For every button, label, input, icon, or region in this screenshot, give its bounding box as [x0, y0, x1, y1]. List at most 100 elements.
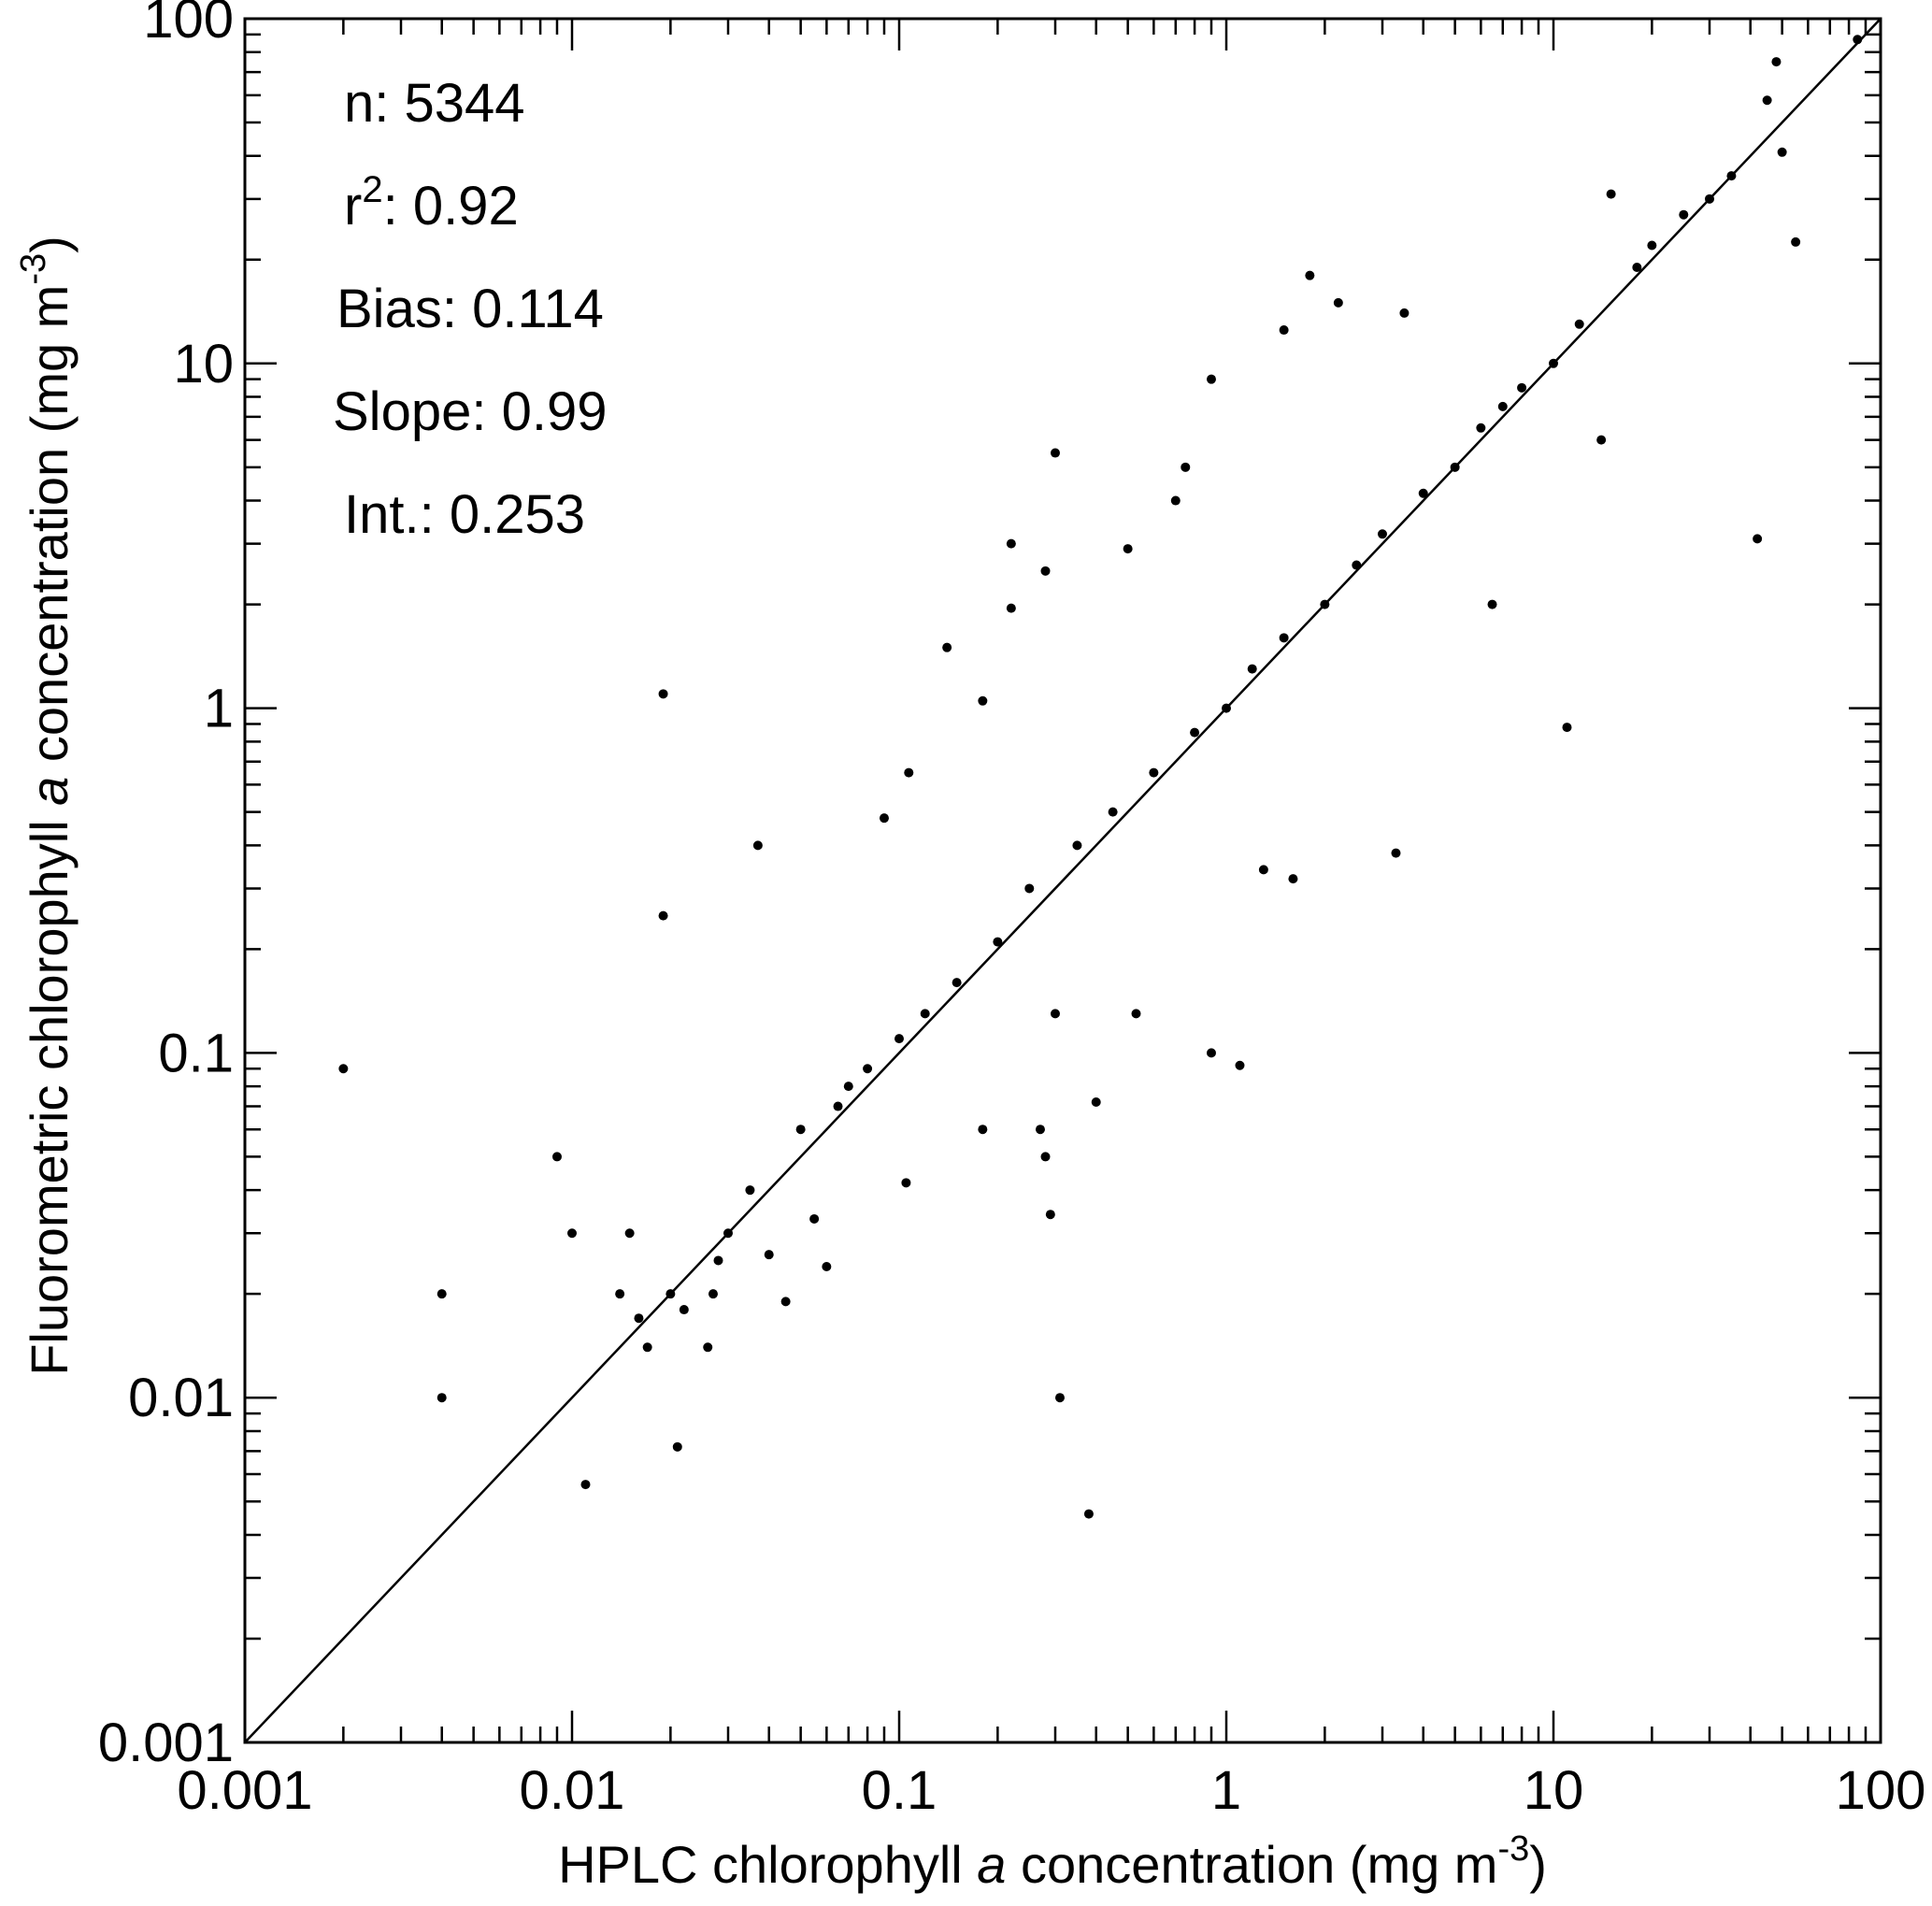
data-point [1704, 193, 1714, 204]
y-tick-label: 0.1 [158, 1023, 234, 1083]
data-point [1305, 270, 1315, 280]
data-point [436, 1393, 447, 1403]
data-point [1091, 1097, 1101, 1108]
y-tick-label: 0.01 [128, 1368, 234, 1428]
data-point [809, 1213, 820, 1224]
data-point [1040, 566, 1051, 576]
data-point [1006, 538, 1016, 549]
stat-line: n: 5344 [344, 73, 525, 134]
data-point [901, 1178, 911, 1188]
data-point [1288, 874, 1298, 884]
data-point [1279, 325, 1289, 336]
data-point [920, 1009, 930, 1019]
data-point [634, 1313, 644, 1324]
data-point [580, 1480, 591, 1490]
data-point [1279, 633, 1289, 643]
data-point [1574, 319, 1584, 329]
data-points [338, 35, 1863, 1519]
data-point [436, 1289, 447, 1299]
data-point [1024, 883, 1035, 894]
data-point [1045, 1210, 1055, 1220]
data-point [1333, 297, 1343, 308]
y-tick-label: 100 [143, 0, 234, 50]
x-tick-label: 100 [1836, 1760, 1926, 1821]
data-point [679, 1305, 689, 1315]
x-axis-label: HPLC chlorophyll a concentration (mg m-3… [558, 1829, 1547, 1894]
stat-line: Int.: 0.253 [344, 484, 585, 545]
stat-line: Slope: 0.99 [333, 381, 607, 442]
data-point [1206, 374, 1216, 384]
y-tick-label: 1 [204, 679, 234, 739]
data-point [1206, 1048, 1216, 1058]
data-point [713, 1255, 723, 1266]
data-point [1190, 727, 1200, 738]
data-point [1247, 664, 1257, 674]
data-point [1679, 209, 1689, 220]
data-point [1487, 599, 1497, 609]
tick-labels: 0.001 0.01 0.1 1 10 100 0.001 0.01 0.1 1 10 100 [98, 0, 1926, 1821]
data-point [1170, 495, 1181, 506]
data-point [942, 642, 952, 652]
data-point [1771, 57, 1782, 67]
y-axis-label: Fluorometric chlorophyll a concentration… [14, 236, 79, 1376]
data-point [795, 1125, 806, 1135]
data-point [978, 1125, 988, 1135]
data-point [952, 978, 962, 988]
data-point [1320, 599, 1330, 609]
data-point [1606, 189, 1616, 199]
data-point [1035, 1125, 1045, 1135]
x-tick-label: 0.01 [520, 1760, 625, 1821]
data-point [1549, 358, 1558, 368]
data-point [745, 1185, 755, 1196]
x-tick-label: 0.001 [177, 1760, 312, 1821]
y-tick-label: 0.001 [98, 1713, 234, 1773]
data-point [672, 1441, 682, 1452]
data-point [708, 1289, 718, 1299]
data-point [1391, 848, 1401, 858]
data-point [1072, 840, 1082, 851]
stat-line: Bias: 0.114 [336, 279, 604, 339]
data-point [904, 767, 914, 778]
data-point [1596, 435, 1607, 445]
data-point [1054, 1393, 1065, 1403]
statistics-annotation: n: 5344 r2: 0.92 Bias: 0.114 Slope: 0.99 Int… [333, 73, 607, 545]
data-point [338, 1064, 349, 1074]
data-point [1006, 603, 1016, 613]
data-point [658, 910, 668, 921]
data-point [723, 1228, 733, 1239]
data-point [764, 1250, 774, 1260]
data-point [1108, 807, 1118, 817]
data-point [1476, 423, 1486, 433]
data-point [658, 689, 668, 699]
data-point [1517, 382, 1527, 393]
data-point [642, 1342, 652, 1353]
plot-area-frame [243, 17, 1882, 1744]
data-point [1450, 462, 1460, 472]
data-point [822, 1261, 832, 1271]
data-point [1040, 1152, 1051, 1162]
x-tick-label: 1 [1211, 1760, 1241, 1821]
data-point [1762, 95, 1772, 106]
data-point [1149, 767, 1159, 778]
y-tick-label: 10 [173, 334, 234, 394]
data-point [1418, 488, 1428, 498]
data-point [843, 1082, 853, 1092]
data-point [894, 1034, 904, 1044]
data-point [1050, 448, 1060, 458]
data-point [833, 1101, 843, 1111]
data-point [1777, 147, 1787, 157]
data-point [752, 840, 763, 851]
data-point [1647, 240, 1657, 251]
data-point [879, 813, 889, 824]
data-point [978, 695, 988, 706]
data-point [1726, 171, 1737, 181]
data-point [551, 1152, 562, 1162]
data-point [1853, 35, 1863, 45]
data-point [1562, 723, 1572, 733]
data-point [780, 1297, 791, 1307]
one-to-one-line [244, 18, 1882, 1743]
data-point [1399, 308, 1410, 318]
data-point [1235, 1060, 1245, 1070]
data-point [863, 1064, 873, 1074]
